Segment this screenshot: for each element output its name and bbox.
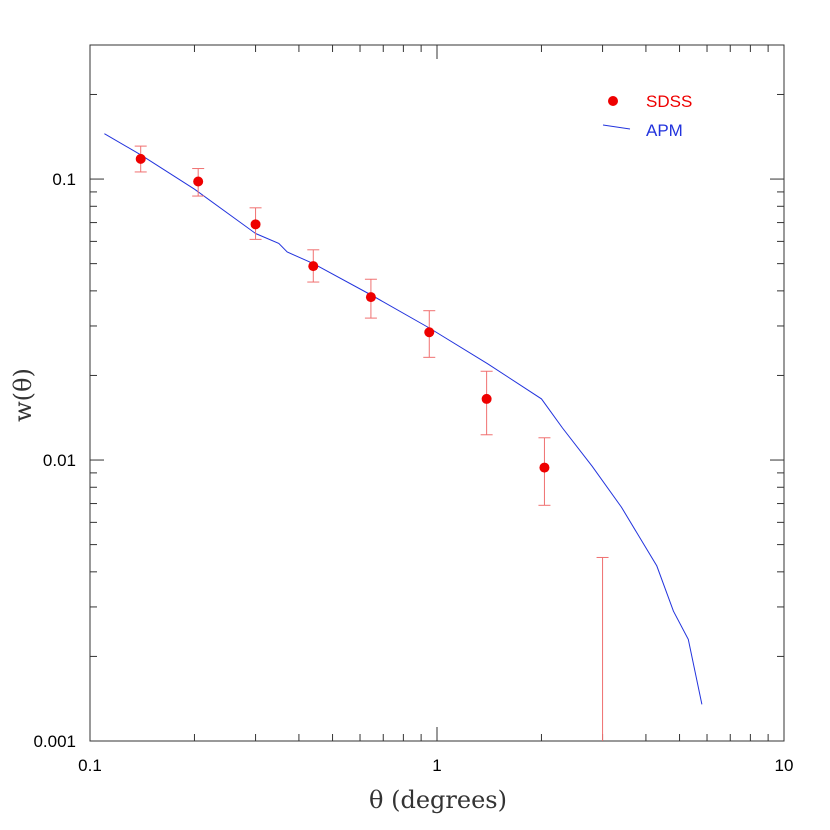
x-axis-title: θ (degrees) bbox=[369, 786, 507, 814]
sdss-point bbox=[365, 292, 376, 303]
apm-line bbox=[104, 133, 703, 705]
sdss-point bbox=[135, 153, 146, 164]
axis-ticks bbox=[89, 44, 784, 742]
x-tick-label: 1 bbox=[432, 756, 441, 775]
y-tick-label: 0.1 bbox=[52, 170, 76, 189]
y-tick-label: 0.01 bbox=[43, 451, 76, 470]
plot-frame bbox=[89, 44, 785, 742]
legend-apm-line bbox=[602, 124, 631, 130]
legend-sdss-label: SDSS bbox=[646, 92, 692, 111]
sdss-point bbox=[308, 261, 319, 272]
sdss-series bbox=[134, 145, 609, 741]
sdss-point bbox=[250, 219, 261, 230]
legend: SDSS APM bbox=[602, 92, 692, 140]
sdss-point bbox=[193, 176, 204, 187]
x-tick-label: 0.1 bbox=[78, 756, 102, 775]
sdss-point bbox=[424, 327, 435, 338]
apm-series bbox=[104, 133, 703, 705]
x-tick-label: 10 bbox=[775, 756, 794, 775]
legend-apm-label: APM bbox=[646, 121, 683, 140]
sdss-point bbox=[481, 393, 492, 404]
y-axis-title: w(θ) bbox=[9, 368, 37, 422]
legend-sdss-marker bbox=[608, 96, 618, 106]
y-tick-label: 0.001 bbox=[33, 732, 76, 751]
tick-labels: 0.1 1 10 0.001 0.01 0.1 bbox=[33, 170, 793, 775]
sdss-point bbox=[539, 462, 550, 473]
